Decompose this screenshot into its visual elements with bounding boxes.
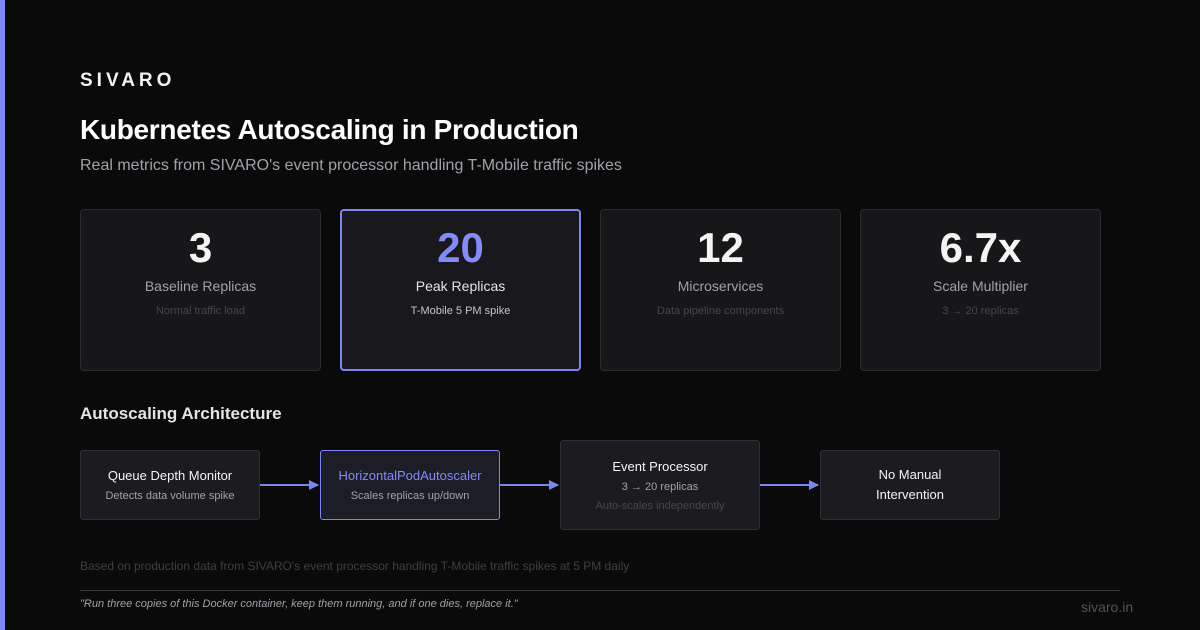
architecture-section-title: Autoscaling Architecture xyxy=(80,404,282,423)
node-title: HorizontalPodAutoscaler xyxy=(338,468,482,483)
stat-card-peak-replicas: 20 Peak Replicas T-Mobile 5 PM spike xyxy=(340,209,581,371)
node-no-manual-intervention: No Manual Intervention xyxy=(820,450,1000,520)
footer-quote: "Run three copies of this Docker contain… xyxy=(80,598,518,610)
node-event-processor: Event Processor 3 → 20 replicas Auto-sca… xyxy=(560,440,760,530)
stat-card-microservices: 12 Microservices Data pipeline component… xyxy=(600,209,841,371)
node-title: No Manual Intervention xyxy=(876,467,944,502)
stat-sublabel: Normal traffic load xyxy=(155,305,246,317)
stat-sublabel: Data pipeline components xyxy=(656,305,785,317)
footnote: Based on production data from SIVARO's e… xyxy=(80,559,630,573)
footer-divider xyxy=(80,590,1120,591)
stat-card-baseline-replicas: 3 Baseline Replicas Normal traffic load xyxy=(80,209,321,371)
stat-sublabel: 3 → 20 replicas xyxy=(942,305,1019,317)
stat-label: Baseline Replicas xyxy=(144,278,257,294)
brand-logo: SIVARO xyxy=(80,70,176,91)
stat-value: 12 xyxy=(697,224,744,271)
node-horizontal-pod-autoscaler: HorizontalPodAutoscaler Scales replicas … xyxy=(320,450,500,520)
stat-card-scale-multiplier: 6.7x Scale Multiplier 3 → 20 replicas xyxy=(860,209,1101,371)
node-description: Detects data volume spike xyxy=(105,490,235,502)
page-subtitle: Real metrics from SIVARO's event process… xyxy=(80,157,622,174)
accent-bar xyxy=(0,0,5,630)
node-description: Scales replicas up/down xyxy=(350,490,470,502)
stat-sublabel: T-Mobile 5 PM spike xyxy=(410,305,511,317)
stat-value: 20 xyxy=(437,224,484,271)
node-secondary-description: Auto-scales independently xyxy=(595,499,725,512)
node-queue-depth-monitor: Queue Depth Monitor Detects data volume … xyxy=(80,450,260,520)
stat-value: 3 xyxy=(188,224,213,271)
stat-label: Scale Multiplier xyxy=(933,278,1028,294)
node-title: Event Processor xyxy=(612,458,708,474)
node-title: Queue Depth Monitor xyxy=(107,468,233,483)
stat-label: Peak Replicas xyxy=(415,278,506,294)
site-url: sivaro.in xyxy=(1081,599,1134,615)
node-description: 3 → 20 replicas xyxy=(621,480,699,493)
stat-value: 6.7x xyxy=(939,224,1022,271)
page-title: Kubernetes Autoscaling in Production xyxy=(80,114,579,145)
stat-label: Microservices xyxy=(677,278,764,294)
